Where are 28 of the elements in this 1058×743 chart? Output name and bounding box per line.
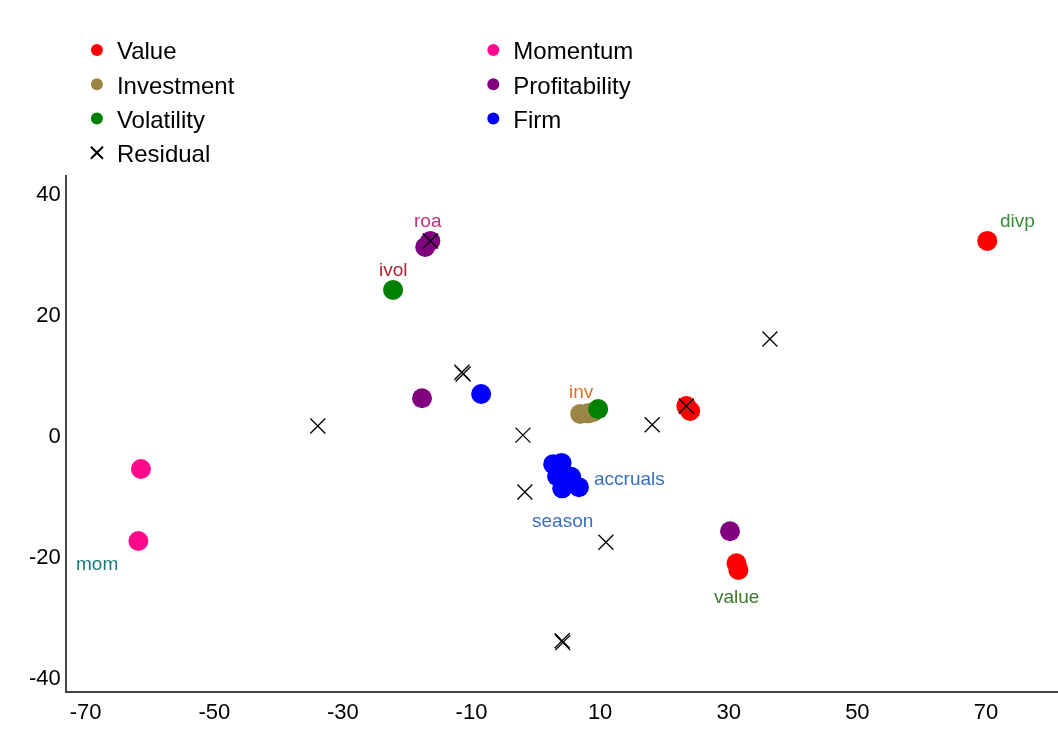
annotation: season xyxy=(532,510,594,531)
annotation: inv xyxy=(569,381,594,402)
legend-label: Profitability xyxy=(513,71,631,99)
x-tick-label: 50 xyxy=(845,699,870,725)
x-tick-label: 30 xyxy=(716,699,741,725)
annotation: ivol xyxy=(379,259,408,280)
x-tick-label: -70 xyxy=(69,699,102,725)
annotation: mom xyxy=(76,553,119,574)
legend-label: Firm xyxy=(513,105,562,133)
x-tick-label: -10 xyxy=(455,699,488,725)
annotation: accruals xyxy=(594,468,665,489)
legend-label: Value xyxy=(116,37,177,65)
x-tick-label: -30 xyxy=(326,699,359,725)
annotation: divp xyxy=(1000,210,1035,231)
legend-label: Volatility xyxy=(116,105,205,133)
y-tick-label: 40 xyxy=(36,180,61,206)
legend-label: Investment xyxy=(116,71,235,99)
x-tick-label: -50 xyxy=(198,699,231,725)
annotation: value xyxy=(714,586,760,607)
annotation: roa xyxy=(414,210,442,231)
legend-label: Momentum xyxy=(513,37,634,65)
y-tick-label: -40 xyxy=(29,664,61,690)
y-tick-label: -20 xyxy=(29,543,61,569)
y-tick-label: 0 xyxy=(48,422,61,448)
x-tick-label: 10 xyxy=(587,699,613,725)
legend-label: Residual xyxy=(116,140,211,168)
x-tick-label: 70 xyxy=(973,699,999,725)
y-tick-label: 20 xyxy=(36,301,61,327)
